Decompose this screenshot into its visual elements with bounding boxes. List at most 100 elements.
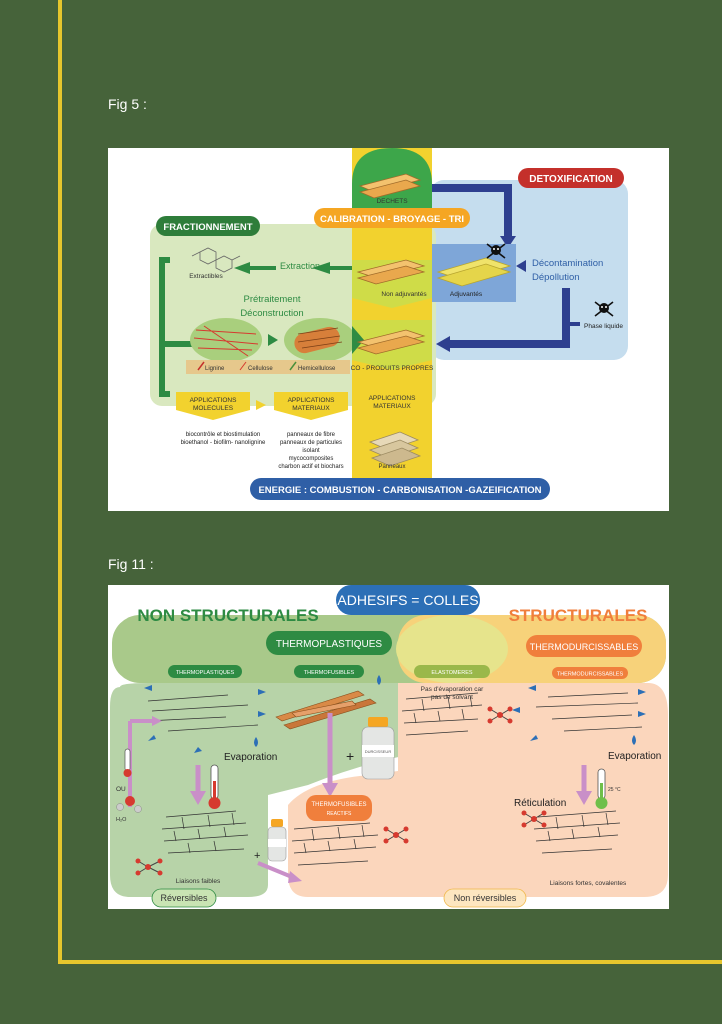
- pas-evaporation-line-1: Pas d'évaporation car: [421, 686, 485, 693]
- calibration-label: CALIBRATION - BROYAGE - TRI: [320, 214, 464, 225]
- panneaux-icon: [368, 431, 422, 467]
- pink-arrow-bottom-head: [288, 871, 302, 883]
- hemicellulose-label: Hemicellulose: [298, 366, 336, 372]
- right-solvent-lines: [535, 692, 643, 732]
- fig5-svg: DECHETS DETOXIFICATION FRACTIONNEMENT CA…: [150, 148, 628, 500]
- non-structurales-title: NON STRUCTURALES: [137, 606, 318, 625]
- pink-arrow-down-left-head: [190, 791, 206, 805]
- bottle-small-icon: [267, 819, 287, 862]
- app-molecules-chevron: [176, 392, 250, 420]
- h2o-label: H₂O: [116, 817, 127, 823]
- fiber-ellipse-right: [284, 318, 356, 362]
- skull-icon-2: [594, 301, 614, 317]
- fig11-svg: ADHESIFS = COLLES NON STRUCTURALES STRUC…: [110, 585, 668, 908]
- adjuvantes-plank-2: [436, 263, 512, 287]
- app-materiaux-label-1: APPLICATIONS: [288, 397, 336, 404]
- reticulation-label: Réticulation: [514, 798, 566, 809]
- thermometer-icon-left: [208, 764, 221, 809]
- skull-icon: [486, 243, 506, 259]
- fiber-arrow-2: [352, 326, 364, 354]
- materiaux-list-1: panneaux de particules: [280, 440, 342, 446]
- left-blue-arrows: [144, 685, 266, 753]
- blue-arrow-mid-head: [516, 260, 526, 272]
- plus-sign-bottom: +: [254, 850, 260, 862]
- co-produits-planks-icon: [356, 329, 426, 355]
- bricks-left-icon: [161, 810, 249, 854]
- molecules-list-1: bioethanol - biofilm- nanolignine: [181, 440, 266, 446]
- adjuvantes-label: Adjuvantés: [450, 291, 483, 298]
- evaporation-right-label: Evaporation: [608, 751, 661, 762]
- thermodurcissables-small-pill: [552, 667, 628, 679]
- temp-label: 25 °C: [608, 787, 621, 793]
- legend-bar: [186, 360, 350, 374]
- adhesifs-label: ADHESIFS = COLLES: [337, 592, 478, 608]
- adhesifs-pill: [336, 585, 480, 615]
- blue-arrow-top: [432, 184, 512, 238]
- extraction-label: Extraction: [280, 261, 320, 271]
- thermoplastiques-main-pill: [266, 631, 392, 655]
- frame-vertical-line: [58, 0, 62, 964]
- reversibles-pill: [151, 888, 217, 908]
- pink-arrow-center-head: [322, 783, 338, 797]
- app-arrow-1: [256, 400, 266, 410]
- energie-pill: [250, 478, 550, 500]
- thermofusibles-small-pill: [294, 665, 364, 678]
- non-reversibles-label: Non réversibles: [454, 893, 517, 903]
- fiber-arrow-1: [268, 334, 278, 346]
- pretraitement-label: Prétraitement: [243, 294, 300, 305]
- crosslink-icon-top: [487, 706, 513, 724]
- thermometer-icon-small: [123, 748, 132, 777]
- non-structurales-zone: [110, 683, 408, 897]
- pink-arrow-down-right-head: [576, 791, 592, 805]
- pas-evaporation-line-2: pas de solvant: [431, 694, 473, 701]
- thermofusibles-reactifs-label-1: THERMOFUSIBLES: [311, 802, 366, 808]
- molecules-list-0: biocontrôle et biostimulation: [186, 432, 260, 438]
- thermodurcissables-main-pill: [526, 635, 642, 657]
- deconstruction-label: Déconstruction: [240, 308, 303, 319]
- droplet-icon-top: [377, 675, 381, 685]
- materiaux-list-2: isolant: [302, 448, 320, 454]
- thermometer-icon-right: [595, 768, 608, 809]
- app-molecules-label-1: APPLICATIONS: [190, 397, 238, 404]
- hemicellulose-swatch: [289, 361, 297, 371]
- detoxification-label: DETOXIFICATION: [529, 174, 613, 185]
- fiber-ellipse-left: [190, 318, 262, 362]
- energie-label: ENERGIE : COMBUSTION - CARBONISATION -GA…: [258, 485, 541, 496]
- structurales-zone: [288, 683, 668, 897]
- thermodurcissables-main-label: THERMODURCISSABLES: [530, 642, 639, 652]
- evaporation-left-label: Evaporation: [224, 752, 277, 763]
- fig11-label: Fig 11 :: [108, 556, 154, 572]
- thermofusibles-reactifs-label-2: REACTIFS: [327, 811, 352, 817]
- fig5-label: Fig 5 :: [108, 96, 147, 112]
- blue-arrow-back: [448, 288, 570, 348]
- droplet-icon-right: [632, 735, 636, 745]
- non-reversibles-pill: [443, 888, 527, 908]
- blue-arrow-back-head: [436, 336, 450, 352]
- left-solvent-lines: [145, 694, 259, 732]
- bricks-right-icon: [533, 810, 621, 854]
- blue-arrow-top-head: [500, 236, 516, 248]
- crosslink-icon-center: [383, 826, 409, 844]
- co-produits-label: CO - PRODUITS PROPRES: [351, 365, 434, 372]
- panneaux-label: Panneaux: [378, 464, 405, 470]
- materiaux-list-4: charbon actif et biochars: [278, 464, 343, 470]
- liaisons-fortes-label: Liaisons fortes, covalentes: [550, 880, 627, 887]
- cellulose-swatch: [239, 361, 247, 371]
- fig5-diagram: DECHETS DETOXIFICATION FRACTIONNEMENT CA…: [108, 148, 669, 511]
- calibration-pill: [314, 208, 470, 228]
- detox-zone: [430, 180, 628, 360]
- liaisons-faibles-label: Liaisons faibles: [176, 878, 221, 885]
- frame-horizontal-line: [58, 960, 722, 964]
- dechets-label: DECHETS: [376, 198, 408, 205]
- detoxification-pill: [518, 168, 624, 188]
- depollution-label: Dépollution: [532, 272, 580, 283]
- extraction-arrow-right: [312, 262, 352, 274]
- pink-arrow-bottom: [257, 861, 293, 879]
- app-materiaux-label-2: MATERIAUX: [292, 405, 330, 412]
- app-materiaux-chevron: [274, 392, 348, 420]
- thermofusibles-small-label: THERMOFUSIBLES: [304, 670, 355, 676]
- phase-liquide-label: Phase liquide: [584, 323, 623, 330]
- non-adjuvantes-planks-icon: [356, 259, 426, 285]
- decontamination-label: Décontamination: [532, 258, 603, 269]
- durcisseur-bottle-icon: [361, 717, 395, 780]
